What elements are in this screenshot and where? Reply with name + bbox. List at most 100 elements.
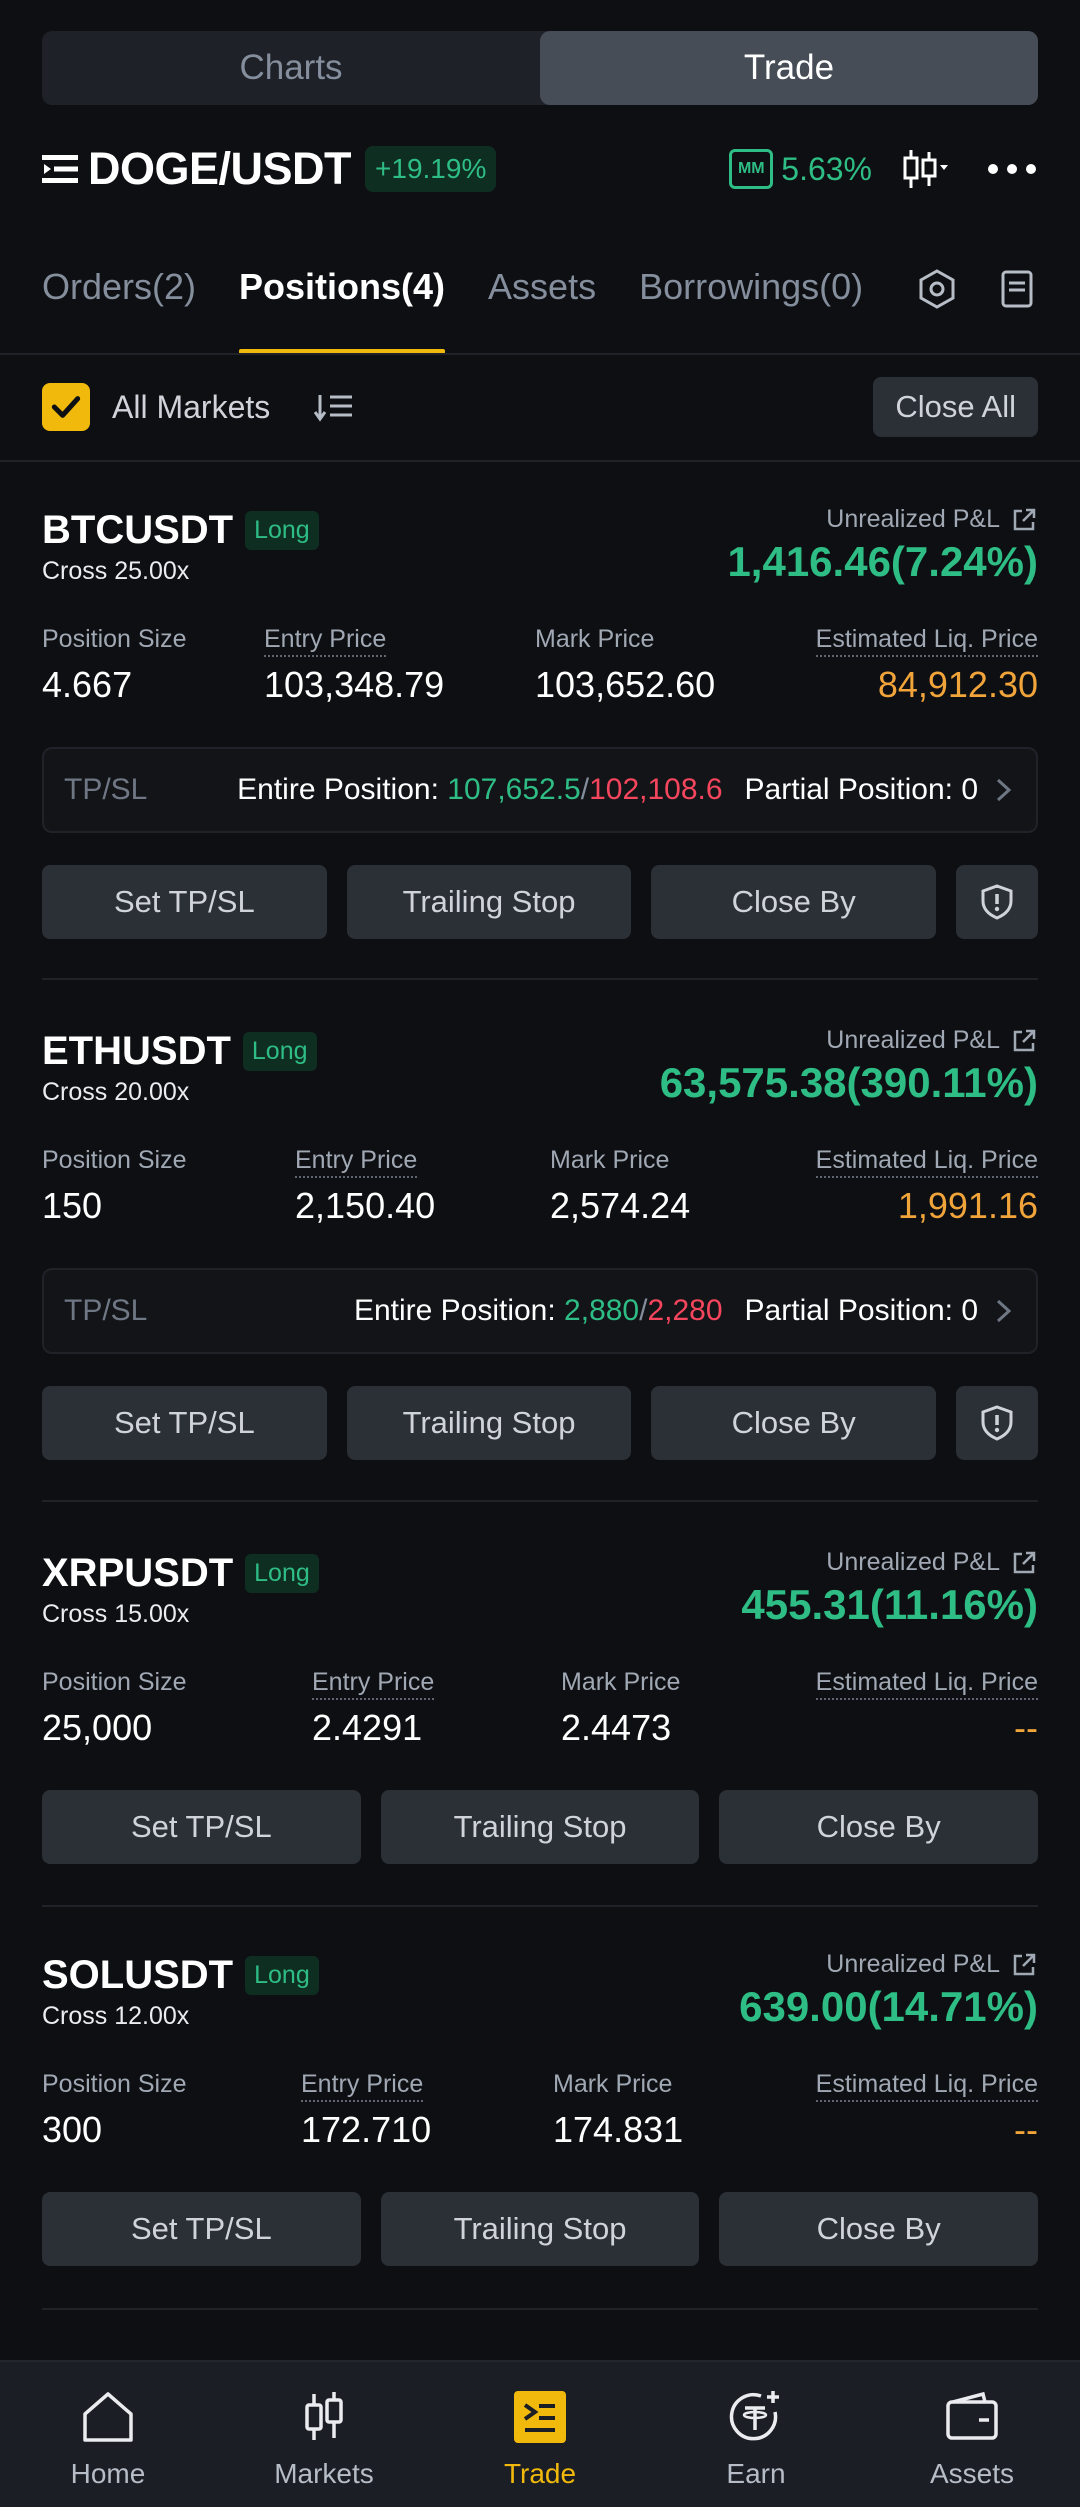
position-symbol[interactable]: XRPUSDT — [42, 1550, 234, 1595]
set-tpsl-button[interactable]: Set TP/SL — [42, 865, 327, 939]
trailing-stop-button[interactable]: Trailing Stop — [380, 1790, 700, 1864]
tab-assets[interactable]: Assets — [488, 266, 597, 307]
tab-orders[interactable]: Orders(2) — [42, 266, 197, 307]
mark-price-value: 174.831 — [553, 2109, 684, 2150]
share-icon[interactable] — [1010, 1951, 1038, 1979]
partial-position-label: Partial Position: 0 — [744, 773, 978, 806]
liq-price-label[interactable]: Estimated Liq. Price — [815, 1668, 1038, 1700]
leverage-label[interactable]: Cross 12.00x — [42, 2002, 190, 2030]
filter-row: All Markets Close All — [42, 376, 1038, 438]
close-all-button[interactable]: Close All — [873, 377, 1038, 437]
mark-price-value: 103,652.60 — [535, 664, 716, 705]
shield-button[interactable] — [956, 865, 1039, 939]
partial-position-label: Partial Position: 0 — [744, 1294, 978, 1327]
pair-menu-icon[interactable] — [42, 151, 78, 187]
tab-positions[interactable]: Positions(4) — [239, 250, 446, 354]
entry-price-label[interactable]: Entry Price — [312, 1668, 435, 1700]
sort-icon[interactable] — [314, 391, 354, 423]
tabs-divider — [0, 353, 1080, 355]
filter-divider — [0, 460, 1080, 462]
pair-name[interactable]: DOGE/USDT — [88, 143, 352, 194]
leverage-label[interactable]: Cross 15.00x — [42, 1600, 190, 1628]
nav-markets[interactable]: Markets — [216, 2362, 432, 2507]
liq-price-value: 84,912.30 — [877, 664, 1038, 705]
tpsl-row[interactable]: TP/SL Entire Position: 107,652.5/102,108… — [42, 747, 1038, 833]
entry-price-value: 172.710 — [301, 2109, 432, 2150]
mark-price-value: 2.4473 — [561, 1707, 672, 1748]
liq-price-label[interactable]: Estimated Liq. Price — [815, 2070, 1038, 2102]
mark-price-label: Mark Price — [561, 1668, 681, 1696]
markets-icon — [305, 2392, 343, 2440]
close-by-button[interactable]: Close By — [651, 865, 937, 939]
position-size-label: Position Size — [42, 1146, 187, 1174]
wallet-icon — [946, 2391, 998, 2440]
share-icon[interactable] — [1010, 506, 1038, 534]
leverage-label[interactable]: Cross 25.00x — [42, 557, 190, 585]
stop-loss-value: 102,108.6 — [589, 773, 723, 806]
tab-borrowings[interactable]: Borrowings(0) — [639, 266, 864, 307]
pnl-label: Unrealized P&L — [826, 1026, 1000, 1054]
position-card: ETHUSDT Long Cross 20.00x Unrealized P&L… — [42, 1026, 1039, 1460]
position-card: SOLUSDT Long Cross 12.00x Unrealized P&L… — [42, 1950, 1039, 2266]
entry-price-label[interactable]: Entry Price — [264, 625, 387, 657]
trailing-stop-button[interactable]: Trailing Stop — [346, 1386, 632, 1460]
liq-price-label[interactable]: Estimated Liq. Price — [815, 625, 1038, 657]
close-by-button[interactable]: Close By — [719, 1790, 1039, 1864]
all-markets-checkbox[interactable] — [42, 383, 90, 431]
liq-price-label[interactable]: Estimated Liq. Price — [815, 1146, 1038, 1178]
unrealized-pnl-value: 455.31(11.16%) — [741, 1581, 1038, 1628]
bottom-nav: Home Markets Trade Earn — [0, 2360, 1080, 2507]
pnl-label: Unrealized P&L — [826, 505, 1000, 533]
nav-home[interactable]: Home — [0, 2362, 216, 2507]
check-icon — [51, 396, 81, 418]
entry-price-value: 2.4291 — [312, 1707, 423, 1748]
nav-earn[interactable]: Earn — [648, 2362, 864, 2507]
share-icon[interactable] — [1010, 1549, 1038, 1577]
candlestick-icon[interactable] — [902, 148, 950, 190]
pair-change-badge: +19.19% — [365, 146, 497, 192]
entire-position-label: Entire Position: 107,652.5/102,108.6 — [237, 773, 723, 806]
card-divider — [42, 2308, 1038, 2310]
nav-assets[interactable]: Assets — [864, 2362, 1080, 2507]
side-badge: Long — [245, 510, 319, 550]
order-history-icon[interactable] — [996, 268, 1038, 310]
tpsl-row[interactable]: TP/SL Entire Position: 2,880/2,280 Parti… — [42, 1268, 1038, 1354]
set-tpsl-button[interactable]: Set TP/SL — [42, 1790, 361, 1864]
charts-tab[interactable]: Charts — [239, 48, 343, 87]
close-by-button[interactable]: Close By — [651, 1386, 937, 1460]
more-icon[interactable] — [986, 162, 1038, 176]
chart-trade-switch: Charts Trade — [42, 31, 1038, 105]
trailing-stop-button[interactable]: Trailing Stop — [380, 2192, 700, 2266]
position-symbol[interactable]: SOLUSDT — [42, 1952, 234, 1997]
trailing-stop-button[interactable]: Trailing Stop — [346, 865, 632, 939]
leverage-label[interactable]: Cross 20.00x — [42, 1078, 190, 1106]
close-by-button[interactable]: Close By — [719, 2192, 1039, 2266]
shield-icon — [981, 884, 1013, 920]
trade-tab[interactable]: Trade — [540, 31, 1038, 105]
unrealized-pnl-value: 639.00(14.71%) — [739, 1983, 1038, 2030]
nav-trade[interactable]: Trade — [432, 2362, 648, 2507]
chevron-right-icon — [996, 778, 1012, 802]
shield-icon — [981, 1405, 1013, 1441]
position-symbol[interactable]: ETHUSDT — [42, 1028, 231, 1073]
trade-icon — [514, 2391, 566, 2443]
mark-price-value: 2,574.24 — [550, 1185, 691, 1226]
position-symbol[interactable]: BTCUSDT — [42, 507, 234, 552]
unrealized-pnl-value: 63,575.38(390.11%) — [659, 1059, 1038, 1106]
mark-price-label: Mark Price — [553, 2070, 673, 2098]
mark-price-label: Mark Price — [550, 1146, 670, 1174]
position-card: XRPUSDT Long Cross 15.00x Unrealized P&L… — [42, 1548, 1039, 1864]
stop-loss-value: 2,280 — [647, 1294, 723, 1327]
liq-price-value: -- — [1014, 1707, 1038, 1748]
set-tpsl-button[interactable]: Set TP/SL — [42, 2192, 361, 2266]
entry-price-label[interactable]: Entry Price — [301, 2070, 424, 2102]
position-card: BTCUSDT Long Cross 25.00x Unrealized P&L… — [42, 505, 1039, 939]
entry-price-value: 2,150.40 — [295, 1185, 436, 1226]
earn-coin-icon — [729, 2391, 779, 2441]
margin-ratio-value[interactable]: 5.63% — [781, 150, 872, 187]
settings-hexagon-icon[interactable] — [916, 268, 958, 310]
entry-price-label[interactable]: Entry Price — [295, 1146, 418, 1178]
shield-button[interactable] — [956, 1386, 1039, 1460]
share-icon[interactable] — [1010, 1027, 1038, 1055]
set-tpsl-button[interactable]: Set TP/SL — [42, 1386, 327, 1460]
